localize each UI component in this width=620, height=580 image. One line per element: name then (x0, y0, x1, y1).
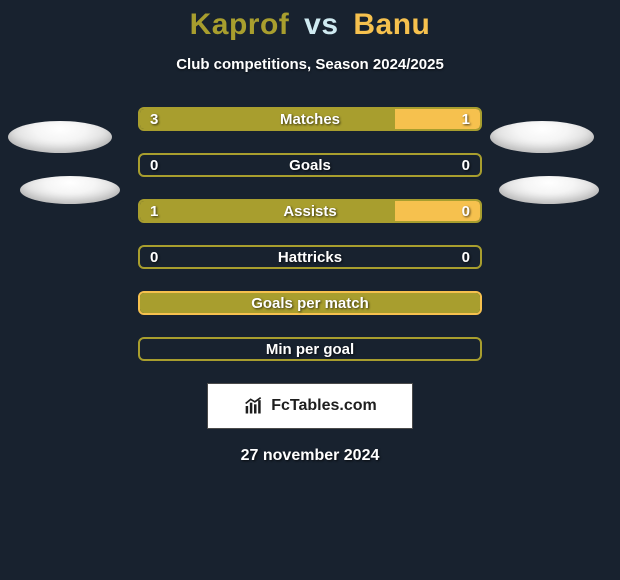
brand-badge: FcTables.com (207, 383, 413, 429)
stat-row: Goals per match (138, 291, 482, 315)
player-photo-placeholder (499, 176, 599, 204)
player-photo-placeholder (8, 121, 112, 153)
bar-track (138, 291, 482, 315)
bar-right (395, 109, 480, 129)
bar-track (138, 199, 482, 223)
stat-row: Hattricks00 (138, 245, 482, 269)
brand-text: FcTables.com (271, 397, 377, 415)
bar-track (138, 337, 482, 361)
player-photo-placeholder (490, 121, 594, 153)
bar-right (395, 201, 480, 221)
page-title: Kaprof vs Banu (0, 0, 620, 42)
stat-row: Min per goal (138, 337, 482, 361)
bar-left (140, 293, 480, 313)
title-player1: Kaprof (190, 8, 290, 41)
footer-date: 27 november 2024 (0, 447, 620, 465)
title-player2: Banu (353, 8, 430, 41)
bar-track (138, 153, 482, 177)
bar-left (140, 201, 395, 221)
stat-row: Assists10 (138, 199, 482, 223)
stat-row: Goals00 (138, 153, 482, 177)
bar-track (138, 245, 482, 269)
player-photo-placeholder (20, 176, 120, 204)
chart-icon (243, 396, 265, 416)
subtitle: Club competitions, Season 2024/2025 (0, 56, 620, 73)
title-vs: vs (304, 8, 338, 41)
bar-left (140, 109, 395, 129)
stat-row: Matches31 (138, 107, 482, 131)
bar-track (138, 107, 482, 131)
